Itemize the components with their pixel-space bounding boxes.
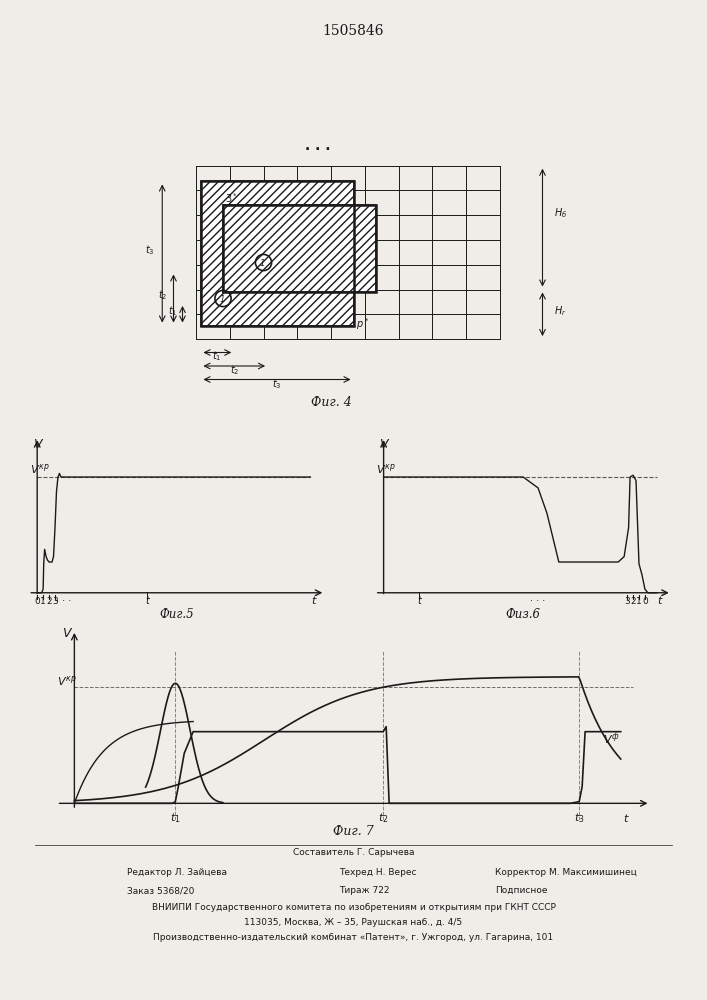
Text: 2: 2 bbox=[630, 597, 636, 606]
Text: $V^{кр}$: $V^{кр}$ bbox=[57, 674, 76, 688]
Text: 1: 1 bbox=[219, 295, 225, 304]
Text: Производственно-издательский комбинат «Патент», г. Ужгород, ул. Гагарина, 101: Производственно-издательский комбинат «П… bbox=[153, 933, 554, 942]
Text: 3: 3 bbox=[52, 597, 58, 606]
Text: Тираж 722: Тираж 722 bbox=[339, 886, 390, 895]
Bar bbox=[223, 205, 376, 292]
Text: $t_2$: $t_2$ bbox=[378, 812, 388, 825]
Text: $t_3$: $t_3$ bbox=[146, 243, 155, 257]
Bar bbox=[201, 182, 354, 326]
Text: $3^*$: $3^*$ bbox=[226, 191, 238, 205]
Text: $t_2$: $t_2$ bbox=[158, 288, 167, 302]
Text: t: t bbox=[145, 596, 149, 606]
Text: 113035, Москва, Ж – 35, Раушская наб., д. 4/5: 113035, Москва, Ж – 35, Раушская наб., д… bbox=[245, 918, 462, 927]
Text: Редактор Л. Зайцева: Редактор Л. Зайцева bbox=[127, 868, 227, 877]
Text: $t_3$: $t_3$ bbox=[574, 812, 585, 825]
Text: t: t bbox=[417, 596, 421, 606]
Text: $t_1$: $t_1$ bbox=[168, 304, 177, 318]
Text: Фиг. 7: Фиг. 7 bbox=[333, 825, 374, 838]
Text: · · ·: · · · bbox=[530, 596, 546, 606]
Bar bbox=[201, 182, 354, 326]
Text: Составитель Г. Сарычева: Составитель Г. Сарычева bbox=[293, 848, 414, 857]
Text: $V$: $V$ bbox=[62, 627, 74, 640]
Text: $V$: $V$ bbox=[33, 438, 44, 451]
Text: $t_3$: $t_3$ bbox=[272, 378, 282, 391]
Text: Заказ 5368/20: Заказ 5368/20 bbox=[127, 886, 194, 895]
Text: $H_r$: $H_r$ bbox=[554, 304, 566, 318]
Text: 2: 2 bbox=[46, 597, 52, 606]
Text: $V^{кр}$: $V^{кр}$ bbox=[376, 462, 396, 476]
Text: $V^ф$: $V^ф$ bbox=[603, 730, 619, 747]
Text: Физ.6: Физ.6 bbox=[506, 608, 541, 621]
Text: Фиг.5: Фиг.5 bbox=[160, 608, 194, 621]
Text: t: t bbox=[311, 596, 315, 606]
Text: 1: 1 bbox=[636, 597, 642, 606]
Text: Подписное: Подписное bbox=[495, 886, 547, 895]
Text: 1: 1 bbox=[260, 259, 265, 268]
Bar bbox=[223, 205, 376, 292]
Text: 0: 0 bbox=[642, 597, 648, 606]
Text: Техред Н. Верес: Техред Н. Верес bbox=[339, 868, 417, 877]
Text: $t_1$: $t_1$ bbox=[170, 812, 180, 825]
Text: $H_б$: $H_б$ bbox=[554, 206, 567, 220]
Text: $p^*$: $p^*$ bbox=[356, 316, 369, 332]
Text: Фиг. 4: Фиг. 4 bbox=[310, 396, 351, 410]
Text: $V$: $V$ bbox=[379, 438, 390, 451]
Text: $t$: $t$ bbox=[624, 812, 630, 824]
Text: $t_1$: $t_1$ bbox=[212, 349, 222, 363]
Text: 0: 0 bbox=[35, 597, 40, 606]
Text: 3: 3 bbox=[624, 597, 630, 606]
Text: t: t bbox=[658, 596, 662, 606]
Text: $t_2$: $t_2$ bbox=[230, 363, 239, 377]
Text: Корректор М. Максимишинец: Корректор М. Максимишинец bbox=[495, 868, 636, 877]
Text: $V^{кр}$: $V^{кр}$ bbox=[30, 462, 49, 476]
Text: 1505846: 1505846 bbox=[323, 24, 384, 38]
Text: ВНИИПИ Государственного комитета по изобретениям и открытиям при ГКНТ СССР: ВНИИПИ Государственного комитета по изоб… bbox=[151, 903, 556, 912]
Text: 1: 1 bbox=[40, 597, 46, 606]
Text: · · ·: · · · bbox=[305, 143, 330, 157]
Text: · · ·: · · · bbox=[57, 596, 71, 606]
